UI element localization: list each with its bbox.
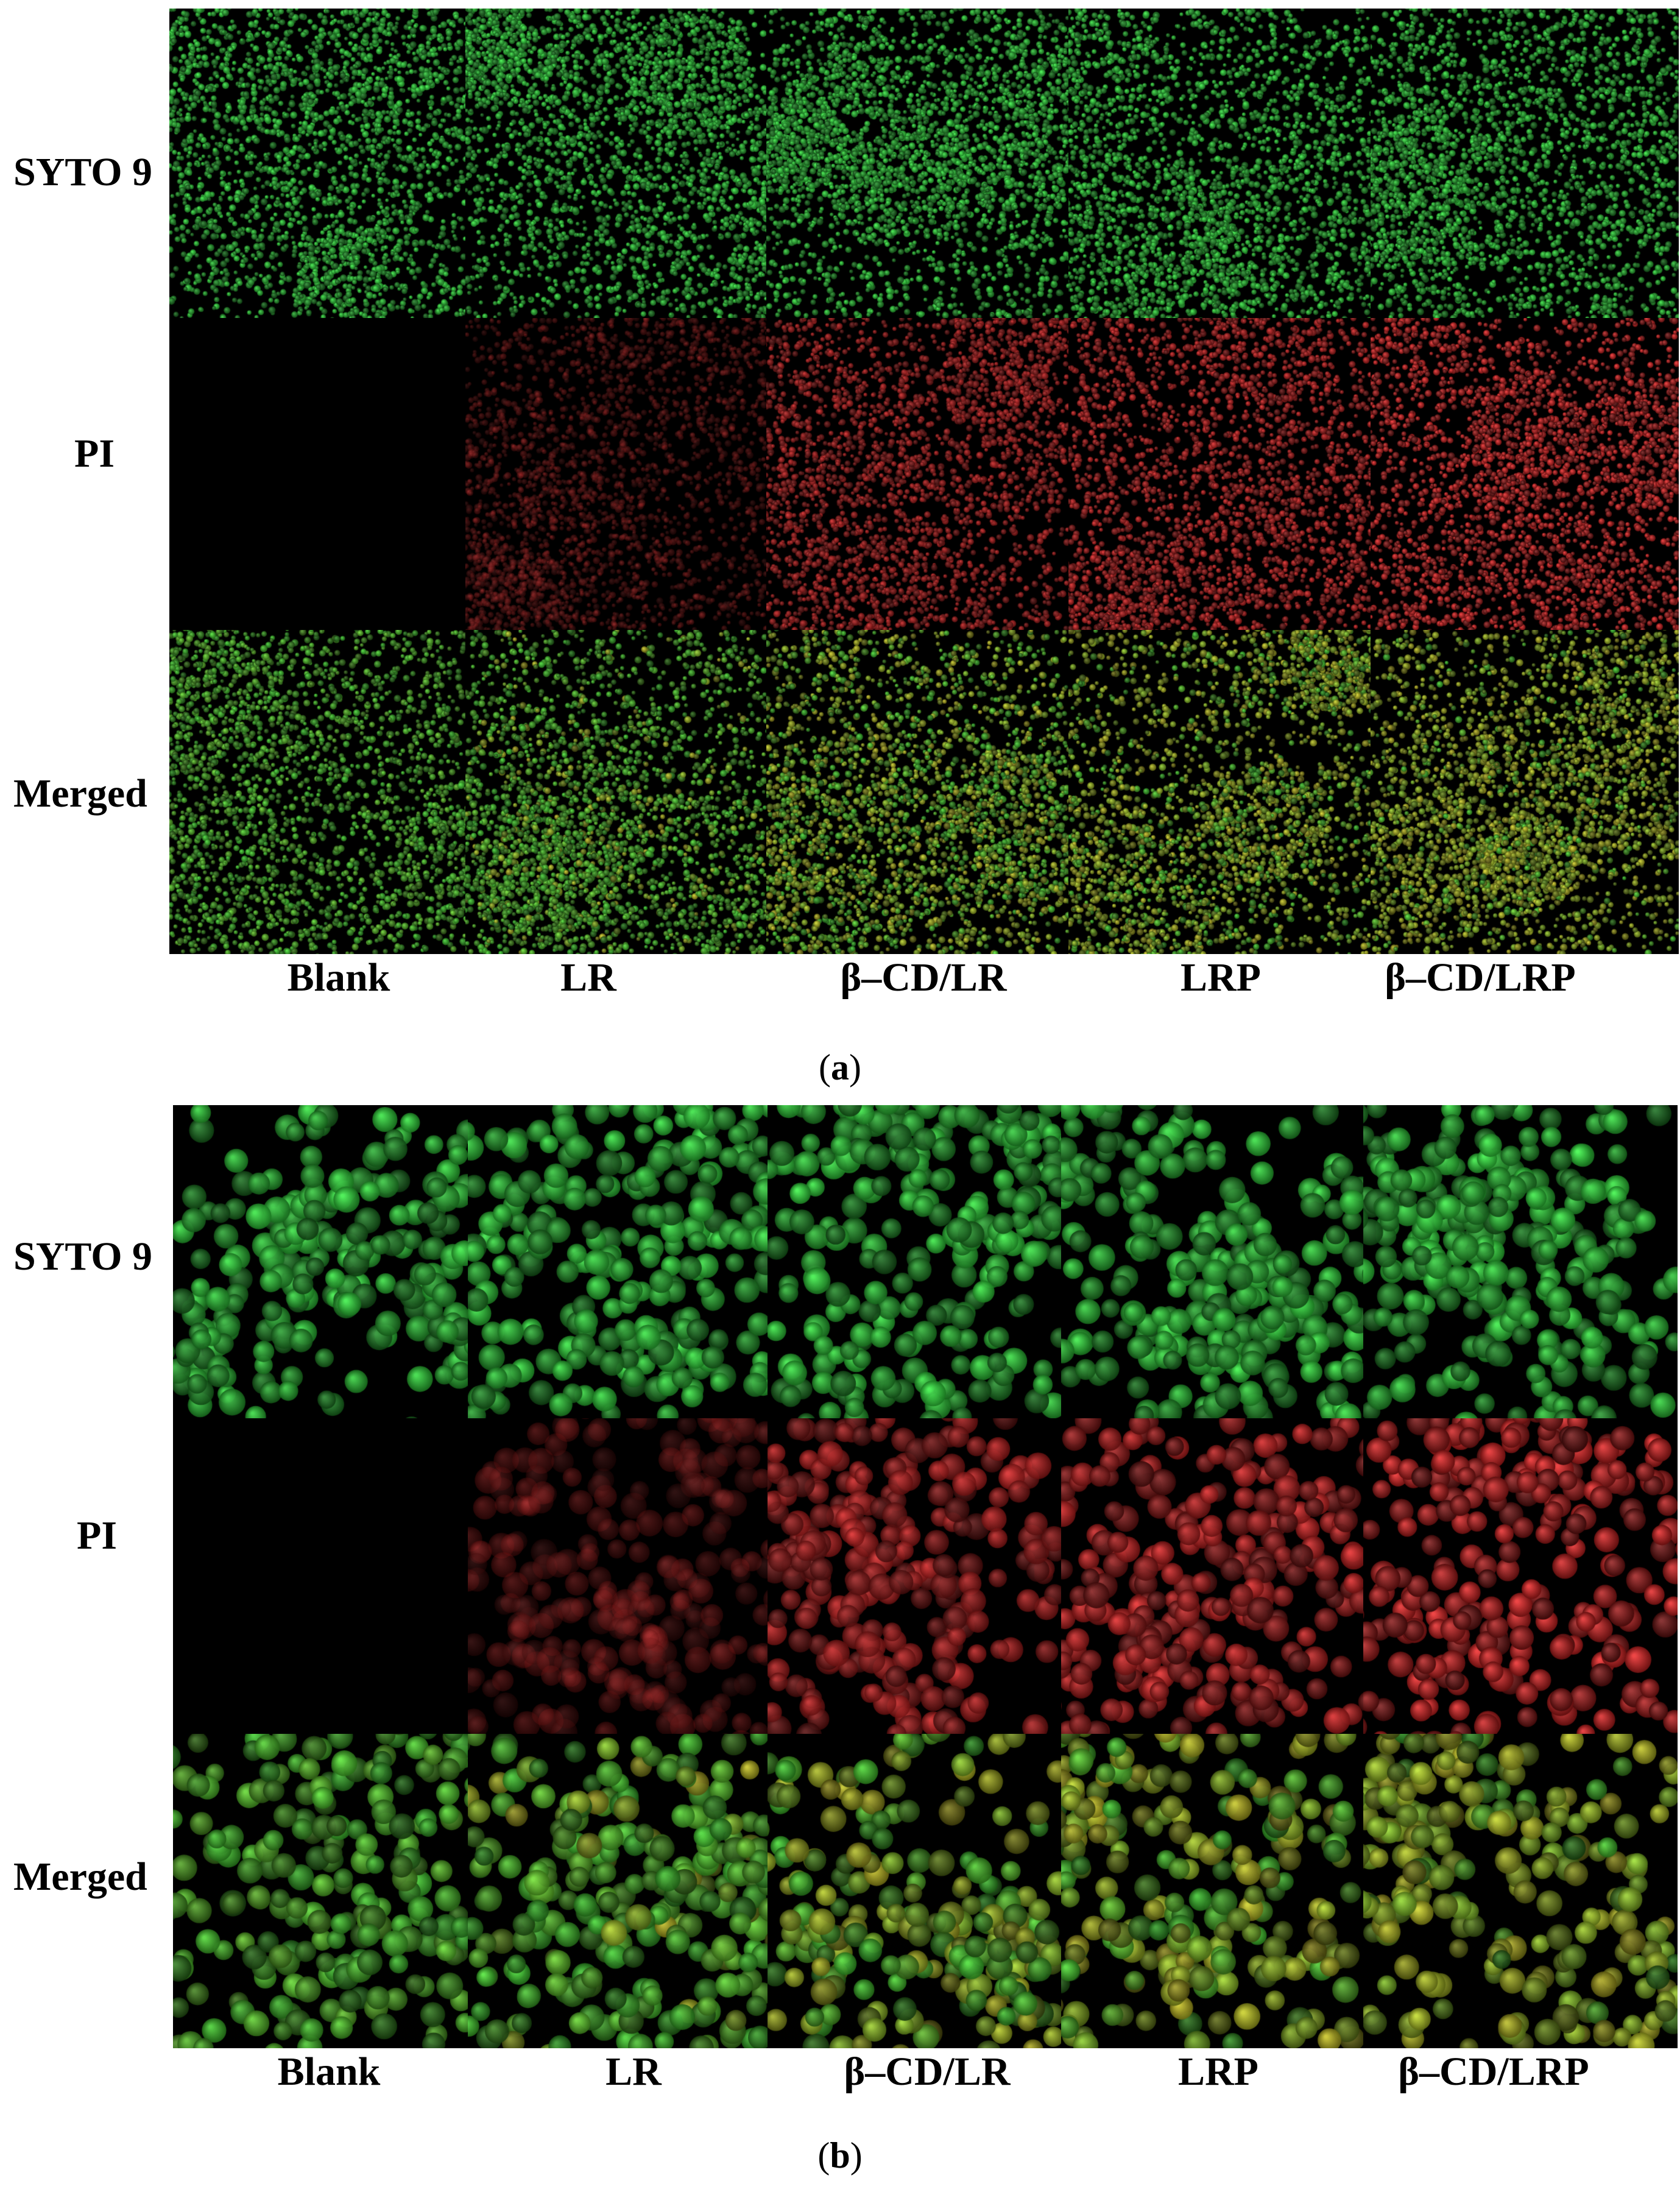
panel-a-tile-merged-col1 [169,630,465,954]
panel-b-tile-pi-col5 [1363,1418,1678,1734]
panel-b-tile-syto9-col1 [173,1105,468,1418]
panel-a-row-label-merged: Merged [13,771,147,816]
panel-b-row-label-merged: Merged [13,1854,147,1899]
panel-b-tile-pi-col3 [768,1418,1061,1734]
panel-a-row-label-syto9: SYTO 9 [13,150,153,194]
panel-b-row-label-pi: PI [77,1513,117,1558]
panel-a-tile-syto9-col2 [465,9,766,318]
panel-a-tile-merged-col2 [465,630,766,954]
panel-b-tile-merged-col5 [1363,1734,1678,2048]
panel-a-tile-pi-col4 [1068,318,1371,630]
panel-a-col-label-lrp: LRP [1181,955,1261,1000]
panel-b-tile-merged-col4 [1061,1734,1363,2048]
panel-b-col-label-lrp: LRP [1178,2049,1258,2094]
panel-a-row-label-pi: PI [74,431,115,476]
panel-b-row-label-syto9: SYTO 9 [13,1234,153,1279]
panel-a-col-label-bcd-lr: β–CD/LR [840,955,1007,1000]
panel-a-tile-syto9-col5 [1371,9,1679,318]
panel-b-tile-pi-col4 [1061,1418,1363,1734]
panel-b-col-label-bcd-lr: β–CD/LR [844,2049,1011,2094]
panel-b-tile-syto9-col3 [768,1105,1061,1418]
panel-a-caption: (a) [819,1047,861,1087]
panel-a-image-grid [169,9,1679,954]
panel-b-caption: (b) [817,2135,863,2176]
panel-b-col-label-lr: LR [605,2049,662,2094]
panel-b-image-grid [173,1105,1678,2048]
panel-a-tile-pi-col5 [1371,318,1679,630]
panel-a-tile-syto9-col3 [766,9,1068,318]
panel-a-col-label-lr: LR [560,955,616,1000]
panel-b-tile-merged-col2 [468,1734,768,2048]
panel-a-tile-syto9-col4 [1068,9,1371,318]
panel-b-tile-merged-col3 [768,1734,1061,2048]
panel-a-tile-pi-col1 [169,318,465,630]
panel-b-tile-pi-col2 [468,1418,768,1734]
panel-a-tile-pi-col3 [766,318,1068,630]
panel-b-col-label-blank: Blank [277,2049,381,2094]
panel-b-tile-syto9-col5 [1363,1105,1678,1418]
panel-b-tile-syto9-col2 [468,1105,768,1418]
panel-a-tile-merged-col5 [1371,630,1679,954]
panel-a-tile-merged-col4 [1068,630,1371,954]
panel-b-tile-merged-col1 [173,1734,468,2048]
panel-a-col-label-bcd-lrp: β–CD/LRP [1385,955,1576,1000]
panel-a-tile-pi-col2 [465,318,766,630]
panel-a-tile-merged-col3 [766,630,1068,954]
panel-b-tile-pi-col1 [173,1418,468,1734]
panel-b-tile-syto9-col4 [1061,1105,1363,1418]
panel-b-col-label-bcd-lrp: β–CD/LRP [1398,2049,1589,2094]
panel-a-tile-syto9-col1 [169,9,465,318]
panel-a-col-label-blank: Blank [287,955,390,1000]
